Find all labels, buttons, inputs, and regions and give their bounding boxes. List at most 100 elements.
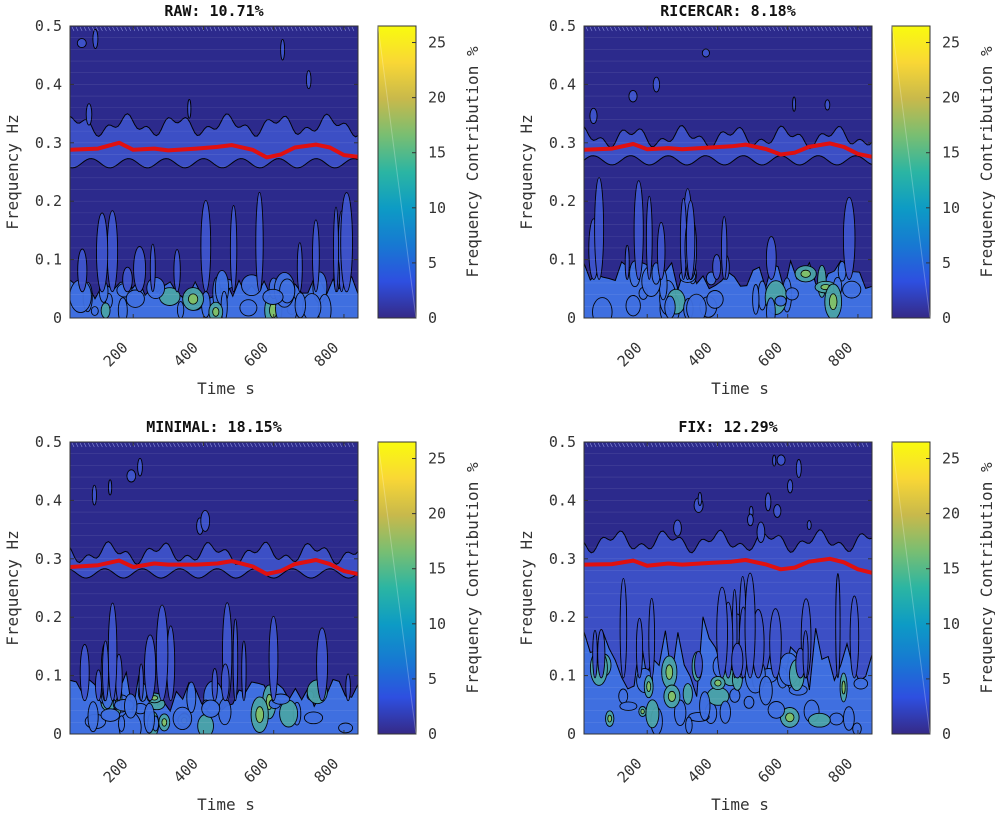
colorbar-tick-label: 20 <box>942 89 960 107</box>
y-tick-label: 0 <box>567 725 576 743</box>
colorbar-tick-label: 15 <box>942 144 960 162</box>
x-tick-label: 600 <box>240 339 272 371</box>
colorbar-tick-label: 5 <box>428 254 437 272</box>
y-tick-label: 0.4 <box>549 491 576 509</box>
x-axis-title: Time s <box>711 795 769 814</box>
respiratory-band <box>70 113 358 169</box>
colorbar-title: Frequency Contribution % <box>463 462 482 694</box>
x-tick-label: 600 <box>754 339 786 371</box>
colorbar-tick-label: 10 <box>428 615 446 633</box>
x-tick-label: 200 <box>100 339 132 371</box>
y-axis-title: Frequency Hz <box>3 114 22 230</box>
colorbar-tick-label: 0 <box>428 725 437 743</box>
y-tick-label: 0.3 <box>549 134 576 152</box>
y-tick-label: 0.1 <box>35 667 62 685</box>
x-axis-title: Time s <box>711 379 769 398</box>
y-tick-label: 0.3 <box>35 134 62 152</box>
colorbar-tick-label: 20 <box>942 505 960 523</box>
colorbar-tick-label: 5 <box>428 670 437 688</box>
colorbar-tick-label: 15 <box>942 560 960 578</box>
y-tick-label: 0.1 <box>549 251 576 269</box>
colorbar-tick-label: 25 <box>942 34 960 52</box>
streak-contours <box>588 48 856 280</box>
colorbar-tick-label: 20 <box>428 89 446 107</box>
x-tick-label: 400 <box>684 339 716 371</box>
x-tick-label: 400 <box>170 755 202 787</box>
panel-title: RICERCAR: 8.18% <box>660 2 795 20</box>
colorbar-tick-label: 0 <box>942 725 951 743</box>
heatmap-fix <box>584 442 872 734</box>
y-tick-label: 0.5 <box>35 433 62 451</box>
panel-title: RAW: 10.71% <box>164 2 263 20</box>
x-tick-label: 600 <box>240 755 272 787</box>
colorbar-gradient <box>377 441 417 735</box>
x-tick-label: 800 <box>824 755 856 787</box>
colorbar-title: Frequency Contribution % <box>977 462 995 694</box>
colorbar-tick-label: 5 <box>942 254 951 272</box>
x-tick-label: 400 <box>684 755 716 787</box>
y-tick-label: 0.4 <box>35 75 62 93</box>
colorbar-tick-label: 0 <box>428 309 437 327</box>
colorbar-tick-label: 10 <box>942 615 960 633</box>
colorbar-raw: 0 5 10 15 20 25 Frequency Contribution % <box>377 25 482 327</box>
y-tick-label: 0.2 <box>549 608 576 626</box>
heatmap-minimal <box>70 442 358 734</box>
colorbar-tick-label: 15 <box>428 560 446 578</box>
colorbar-minimal: 0 5 10 15 20 25 Frequency Contribution % <box>377 441 482 743</box>
colorbar-tick-label: 5 <box>942 670 951 688</box>
y-tick-label: 0.4 <box>35 491 62 509</box>
colorbar-title: Frequency Contribution % <box>463 46 482 278</box>
y-tick-label: 0 <box>53 725 62 743</box>
plot-frame <box>583 441 873 735</box>
colorbar-ricercar: 0 5 10 15 20 25 Frequency Contribution % <box>891 25 995 327</box>
plot-frame <box>69 441 359 735</box>
x-tick-label: 800 <box>310 755 342 787</box>
colorbar-tick-label: 25 <box>428 34 446 52</box>
x-axis-title: Time s <box>197 379 255 398</box>
y-tick-label: 0.2 <box>35 192 62 210</box>
y-axis-title: Frequency Hz <box>3 530 22 646</box>
colorbar-gradient <box>891 25 931 319</box>
y-tick-label: 0.3 <box>549 550 576 568</box>
streak-contours <box>79 457 351 702</box>
ridge-line <box>584 556 872 575</box>
colorbar-title: Frequency Contribution % <box>977 46 995 278</box>
x-tick-label: 600 <box>754 755 786 787</box>
x-tick-label: 800 <box>824 339 856 371</box>
plot-frame <box>583 25 873 319</box>
x-axis-title: Time s <box>197 795 255 814</box>
y-tick-label: 0.2 <box>35 608 62 626</box>
colorbar-tick-label: 10 <box>942 199 960 217</box>
y-tick-label: 0.1 <box>549 667 576 685</box>
streak-contours <box>76 29 353 293</box>
frequency-stripes <box>70 26 358 307</box>
colorbar-tick-label: 25 <box>942 450 960 468</box>
y-tick-label: 0.3 <box>35 550 62 568</box>
colorbar-tick-label: 10 <box>428 199 446 217</box>
colorbar-tick-label: 20 <box>428 505 446 523</box>
plot-frame <box>69 25 359 319</box>
y-tick-label: 0.4 <box>549 75 576 93</box>
panel-title: MINIMAL: 18.15% <box>146 418 281 436</box>
colorbar-tick-label: 0 <box>942 309 951 327</box>
y-axis-title: Frequency Hz <box>517 114 536 230</box>
low-frequency-activity <box>584 259 872 318</box>
x-tick-label: 200 <box>614 755 646 787</box>
y-tick-label: 0.5 <box>35 17 62 35</box>
y-tick-label: 0 <box>53 309 62 327</box>
streak-contours <box>592 454 860 679</box>
ridge-line <box>70 558 358 576</box>
ridge-line <box>584 141 872 159</box>
panel-title: FIX: 12.29% <box>678 418 777 436</box>
y-tick-label: 0.5 <box>549 433 576 451</box>
y-tick-label: 0.5 <box>549 17 576 35</box>
y-axis-title: Frequency Hz <box>517 530 536 646</box>
frequency-stripes <box>70 442 358 723</box>
y-tick-label: 0.2 <box>549 192 576 210</box>
colorbar-tick-label: 25 <box>428 450 446 468</box>
